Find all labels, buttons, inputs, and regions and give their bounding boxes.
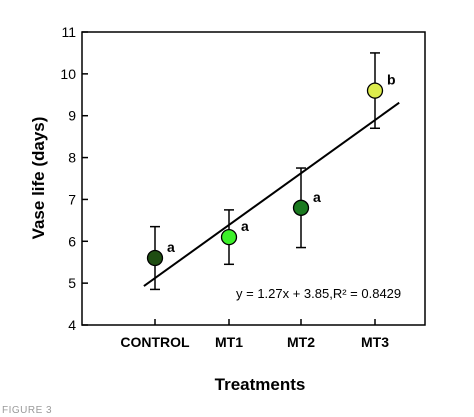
error-bars	[150, 52, 380, 291]
y-tick-label: 6	[68, 233, 76, 249]
data-point	[366, 82, 384, 99]
x-tick-label: MT3	[361, 334, 389, 350]
y-tick-label: 9	[68, 108, 76, 124]
y-tick-label: 8	[68, 150, 76, 166]
data-point	[146, 249, 164, 267]
x-tick-label: MT2	[287, 334, 315, 350]
data-points	[146, 82, 384, 267]
significance-letter: a	[167, 239, 175, 255]
significance-letters: a a a b	[167, 72, 396, 255]
plot-frame	[81, 31, 426, 326]
y-tick-label: 5	[68, 275, 76, 291]
data-point	[220, 228, 238, 246]
regression-equation: y = 1.27x + 3.85,R² = 0.8429	[236, 286, 401, 301]
trendline-group	[143, 101, 400, 287]
y-tick-label: 11	[61, 24, 76, 40]
y-tick-label: 7	[68, 191, 76, 207]
x-tick-label: MT1	[215, 334, 243, 350]
x-tick-label: CONTROL	[120, 334, 190, 350]
data-point	[292, 199, 310, 216]
x-axis-ticks: CONTROL MT1 MT2 MT3	[120, 319, 389, 350]
significance-letter: b	[387, 72, 396, 88]
x-axis-label: Treatments	[215, 375, 306, 394]
significance-letter: a	[313, 189, 321, 205]
y-tick-label: 4	[68, 317, 76, 333]
y-axis-label: Vase life (days)	[29, 117, 48, 240]
significance-letter: a	[241, 218, 249, 234]
trendline	[143, 101, 400, 287]
y-axis-ticks: 4 5 6 7 8 9 10 11	[60, 24, 88, 333]
y-tick-label: 10	[60, 66, 76, 82]
figure-caption: FIGURE 3	[2, 405, 53, 416]
